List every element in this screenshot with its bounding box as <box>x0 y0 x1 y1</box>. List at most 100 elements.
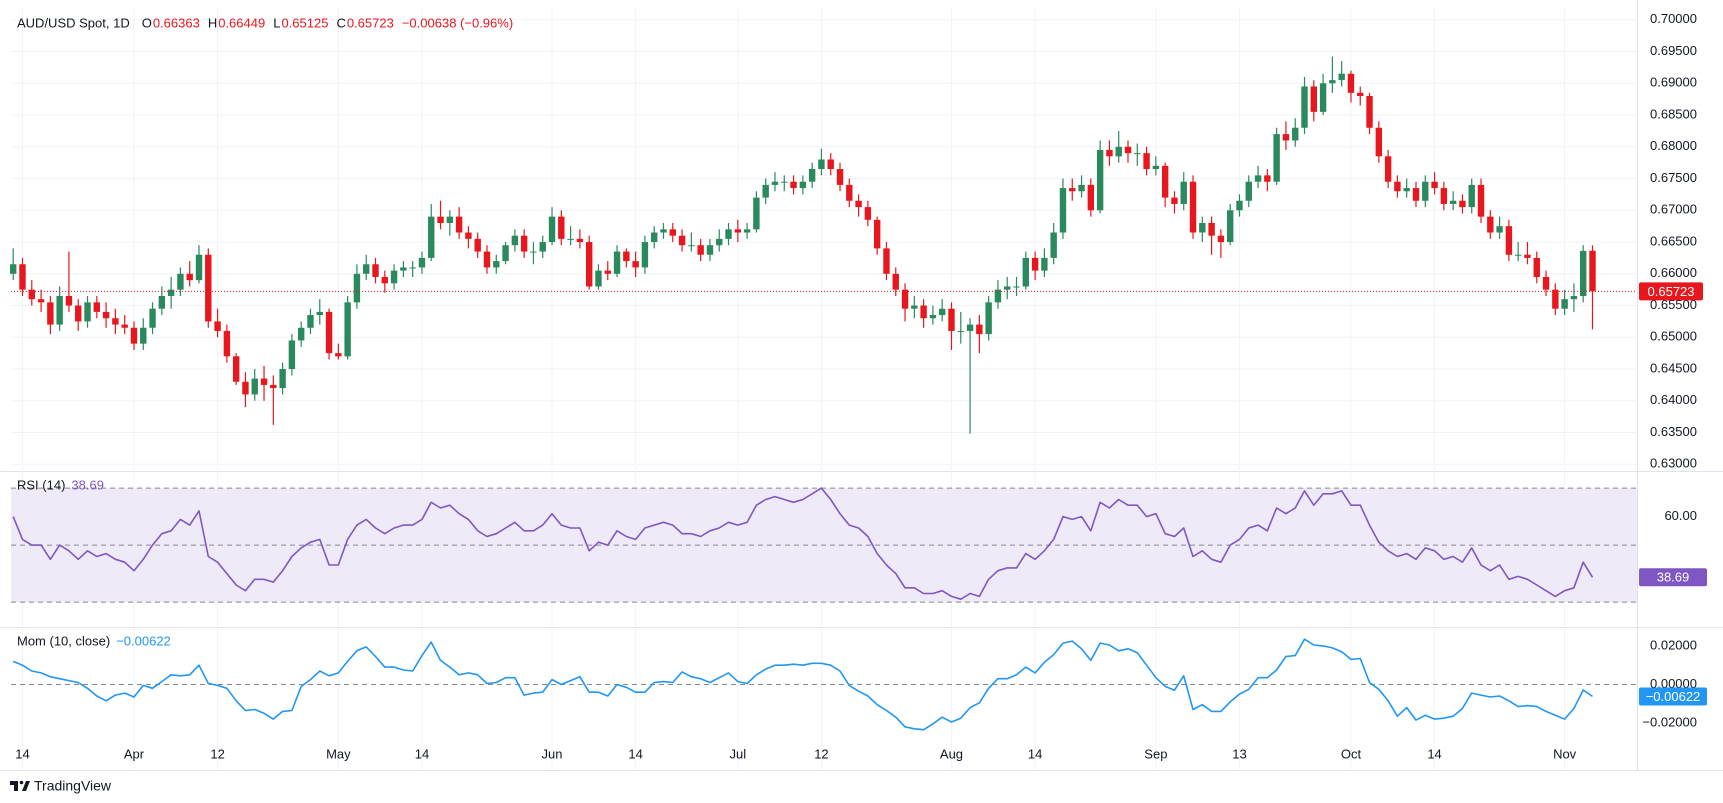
candle-body <box>177 273 184 290</box>
candle-body <box>939 308 946 316</box>
candle-body <box>1496 226 1503 233</box>
candle-body <box>1561 299 1568 309</box>
candle-body <box>140 327 147 344</box>
candle-body <box>1217 235 1225 243</box>
candle-body <box>1570 296 1578 300</box>
candle-body <box>669 229 676 236</box>
indicator-value-tag <box>1639 687 1707 706</box>
candle-body <box>130 327 138 344</box>
candle-body <box>335 353 342 357</box>
candle-body <box>288 340 296 370</box>
indicator-tick-label: 60.00 <box>1664 508 1697 523</box>
candle-body <box>400 267 407 271</box>
x-tick-label: 14 <box>1028 746 1042 761</box>
x-tick-label: Oct <box>1341 746 1362 761</box>
candle-body <box>790 181 797 189</box>
candle-body <box>112 318 119 325</box>
candle-body <box>270 384 277 389</box>
logo-mark <box>22 781 30 791</box>
candle-body <box>660 229 667 233</box>
candle-body <box>1273 134 1280 182</box>
indicator-value: −0.00622 <box>116 633 171 648</box>
candle-body <box>1004 286 1011 290</box>
candle-body <box>1505 226 1513 255</box>
candle-body <box>325 311 333 354</box>
candle-body <box>1542 276 1550 290</box>
candle-body <box>75 305 82 322</box>
candle-body <box>762 184 769 198</box>
candle-body <box>1459 200 1466 208</box>
candle-body <box>929 315 937 319</box>
candle-body <box>753 197 760 230</box>
candle-body <box>10 264 17 274</box>
candle-body <box>1180 181 1187 204</box>
candle-body <box>1440 188 1448 204</box>
candle-body <box>1338 73 1345 81</box>
x-tick-label: Jul <box>730 746 747 761</box>
candle-body <box>994 289 1002 303</box>
indicator-value-tag-label: −0.00622 <box>1646 689 1701 704</box>
candle-body <box>1431 181 1438 189</box>
candle-body <box>558 216 565 239</box>
y-tick-label: 0.64000 <box>1650 392 1697 407</box>
marks <box>10 56 1637 731</box>
candle-body <box>1022 257 1030 287</box>
candle-body <box>1292 127 1299 141</box>
candle-body <box>1254 175 1262 182</box>
candle-body <box>883 248 890 274</box>
candle-body <box>1171 197 1178 204</box>
candle-body <box>418 257 426 268</box>
candle-body <box>363 264 370 274</box>
y-tick-label: 0.67500 <box>1650 170 1697 185</box>
ohlc-value: 0.65723 <box>347 15 394 30</box>
last-price-label: 0.65723 <box>1648 284 1695 299</box>
candle-body <box>613 251 621 274</box>
grid <box>0 0 1723 771</box>
y-tick-label: 0.63000 <box>1650 456 1697 471</box>
y-tick-label: 0.70000 <box>1650 11 1697 26</box>
candle-body <box>539 242 546 252</box>
candle-body <box>251 378 258 395</box>
candle-body <box>1347 73 1355 93</box>
candle-body <box>84 302 91 322</box>
candle-body <box>1143 153 1150 170</box>
candle-body <box>827 159 834 170</box>
candle-body <box>920 305 927 319</box>
candle-body <box>688 245 695 247</box>
candle-body <box>873 219 881 249</box>
x-tick-label: 14 <box>415 746 429 761</box>
x-tick-label: May <box>326 746 351 761</box>
candle-body <box>1589 250 1596 292</box>
candle-body <box>1161 165 1169 198</box>
candle-body <box>242 381 249 395</box>
candle-body <box>1208 222 1215 236</box>
candle-body <box>1226 210 1234 243</box>
indicator-name: RSI (14) <box>17 477 65 492</box>
candle-body <box>1412 188 1420 201</box>
ohlc-value: 0.66363 <box>153 15 200 30</box>
indicator-tick-label: −0.02000 <box>1642 714 1697 729</box>
candle-body <box>1514 254 1522 256</box>
x-tick-label: 12 <box>210 746 224 761</box>
candle-body <box>511 235 519 246</box>
candle-body <box>1087 184 1095 211</box>
candle-body <box>1124 146 1132 154</box>
candle-body <box>195 254 203 281</box>
candle-body <box>1069 188 1076 192</box>
x-tick-label: 14 <box>628 746 642 761</box>
candle-body <box>167 289 175 297</box>
x-tick-label: Sep <box>1144 746 1167 761</box>
candle-body <box>1524 254 1531 258</box>
candle-body <box>892 273 899 290</box>
y-tick-label: 0.68000 <box>1650 138 1697 153</box>
candle-body <box>353 273 361 303</box>
candle-body <box>520 235 528 252</box>
candle-body <box>232 356 240 382</box>
candle-body <box>223 330 231 357</box>
candle-body <box>567 238 574 240</box>
y-tick-label: 0.69000 <box>1650 75 1697 90</box>
candle-body <box>1134 153 1141 155</box>
x-tick-label: 12 <box>814 746 828 761</box>
candle-body <box>1106 149 1113 157</box>
